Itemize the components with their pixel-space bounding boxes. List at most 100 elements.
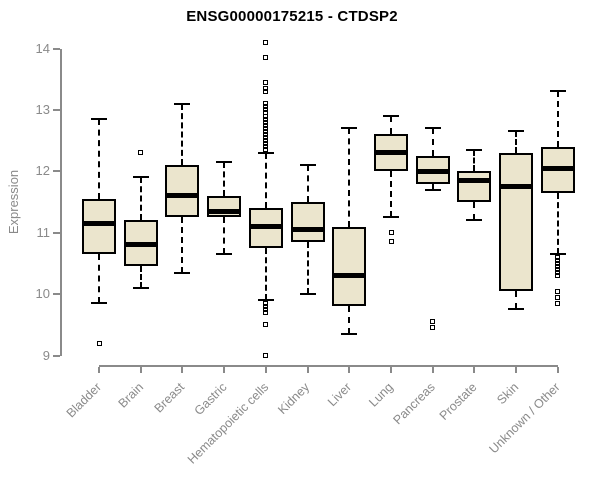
outlier-point xyxy=(263,125,269,131)
y-tick xyxy=(53,354,60,357)
category-label-lung: Lung xyxy=(366,380,396,410)
x-tick xyxy=(348,367,351,373)
whisker-cap-upper xyxy=(383,115,400,118)
whisker-lower xyxy=(473,202,476,221)
whisker-lower xyxy=(98,254,100,304)
outlier-point xyxy=(555,294,561,300)
y-tick-label: 9 xyxy=(42,347,50,363)
y-tick xyxy=(53,108,60,111)
outlier-point xyxy=(263,141,269,147)
outlier-point xyxy=(263,303,269,309)
y-axis-line xyxy=(60,48,62,356)
outlier-point xyxy=(263,138,269,144)
whisker-lower xyxy=(223,217,226,255)
outlier-point xyxy=(263,122,269,128)
median-line xyxy=(499,184,534,190)
outlier-point xyxy=(263,119,269,125)
outlier-point xyxy=(555,260,561,266)
outlier-point xyxy=(263,39,269,45)
whisker-upper xyxy=(473,149,476,172)
median-line xyxy=(374,150,409,156)
whisker-cap-upper xyxy=(216,161,233,164)
y-tick-label: 11 xyxy=(36,224,51,240)
outlier-point xyxy=(263,353,269,358)
outlier-point xyxy=(263,85,269,91)
outlier-point xyxy=(555,270,561,276)
x-tick xyxy=(306,367,309,373)
category-label-skin: Skin xyxy=(494,380,522,408)
whisker-cap-lower xyxy=(91,302,107,305)
median-line xyxy=(123,242,158,248)
outlier-point xyxy=(263,322,269,328)
whisker-cap-lower xyxy=(216,253,233,256)
whisker-cap-lower xyxy=(132,286,149,289)
y-tick xyxy=(53,47,60,50)
category-label-prostate: Prostate xyxy=(436,380,480,423)
x-tick xyxy=(181,367,184,373)
outlier-point xyxy=(555,273,561,279)
whisker-lower xyxy=(348,306,351,334)
outlier-point xyxy=(138,150,144,156)
whisker-lower xyxy=(306,241,309,295)
outlier-point xyxy=(263,300,269,306)
whisker-cap-upper xyxy=(424,127,441,130)
outlier-point xyxy=(263,144,269,150)
whisker-cap-lower xyxy=(299,293,316,296)
whisker-cap-lower xyxy=(383,216,400,219)
x-tick xyxy=(473,367,476,373)
outlier-point xyxy=(263,101,269,107)
box-bladder xyxy=(82,198,116,255)
whisker-cap-upper xyxy=(341,127,358,130)
median-line xyxy=(540,165,575,171)
whisker-cap-upper xyxy=(174,102,191,105)
category-label-bladder: Bladder xyxy=(63,380,104,421)
x-tick xyxy=(515,367,518,373)
median-line xyxy=(248,224,283,230)
outlier-point xyxy=(263,88,269,94)
whisker-lower xyxy=(181,217,184,273)
whisker-upper xyxy=(390,116,393,135)
x-tick xyxy=(264,367,267,373)
median-line xyxy=(165,193,200,199)
whisker-upper xyxy=(98,119,100,199)
outlier-point xyxy=(555,267,561,273)
outlier-point xyxy=(555,254,561,260)
outlier-point xyxy=(430,319,436,325)
whisker-upper xyxy=(181,103,184,166)
y-tick-label: 12 xyxy=(35,163,50,179)
category-label-liver: Liver xyxy=(325,380,355,410)
whisker-cap-upper xyxy=(549,90,566,93)
category-label-gastric: Gastric xyxy=(191,380,230,418)
median-line xyxy=(415,168,450,174)
box-skin xyxy=(499,152,534,292)
whisker-cap-lower xyxy=(174,271,191,274)
x-tick xyxy=(556,367,559,373)
median-line xyxy=(332,273,367,279)
outlier-point xyxy=(263,79,269,85)
outlier-point xyxy=(430,325,436,331)
outlier-point xyxy=(388,239,394,245)
whisker-upper xyxy=(139,177,142,221)
whisker-upper xyxy=(556,91,559,147)
whisker-lower xyxy=(431,183,434,190)
outlier-point xyxy=(555,257,561,263)
y-tick xyxy=(53,231,60,234)
y-tick xyxy=(53,170,60,173)
x-tick xyxy=(139,367,142,373)
whisker-cap-lower xyxy=(341,333,358,335)
y-tick-label: 10 xyxy=(35,286,50,302)
median-line xyxy=(82,220,116,226)
outlier-point xyxy=(263,113,269,119)
whisker-lower xyxy=(139,266,142,288)
whisker-cap-lower xyxy=(508,308,525,311)
outlier-point xyxy=(263,306,269,312)
x-tick xyxy=(98,367,100,373)
whisker-upper xyxy=(515,131,518,153)
whisker-lower xyxy=(390,171,393,218)
whisker-lower xyxy=(264,248,267,301)
whisker-cap-upper xyxy=(257,151,274,154)
x-tick xyxy=(390,367,393,373)
whisker-cap-upper xyxy=(508,130,525,133)
outlier-point xyxy=(555,288,561,294)
